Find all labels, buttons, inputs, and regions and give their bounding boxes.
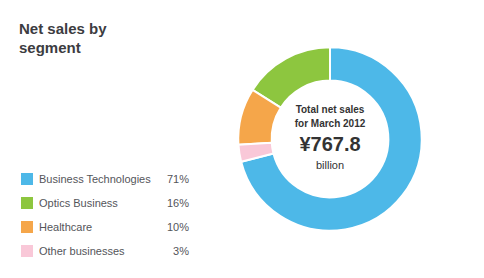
svg-text:Business Technologies: Business Technologies (39, 173, 151, 185)
svg-text:71%: 71% (167, 173, 189, 185)
svg-text:segment: segment (19, 39, 81, 56)
svg-text:Total net sales: Total net sales (296, 104, 365, 115)
svg-text:Optics Business: Optics Business (39, 197, 118, 209)
svg-text:Healthcare: Healthcare (39, 221, 92, 233)
svg-text:billion: billion (316, 159, 344, 171)
svg-text:10%: 10% (167, 221, 189, 233)
svg-text:Other businesses: Other businesses (39, 245, 125, 257)
svg-text:3%: 3% (170, 245, 189, 257)
svg-text:Net sales by: Net sales by (19, 20, 107, 37)
svg-text:for March 2012: for March 2012 (295, 118, 366, 129)
svg-text:¥767.8: ¥767.8 (299, 133, 360, 155)
svg-text:16%: 16% (167, 197, 189, 209)
